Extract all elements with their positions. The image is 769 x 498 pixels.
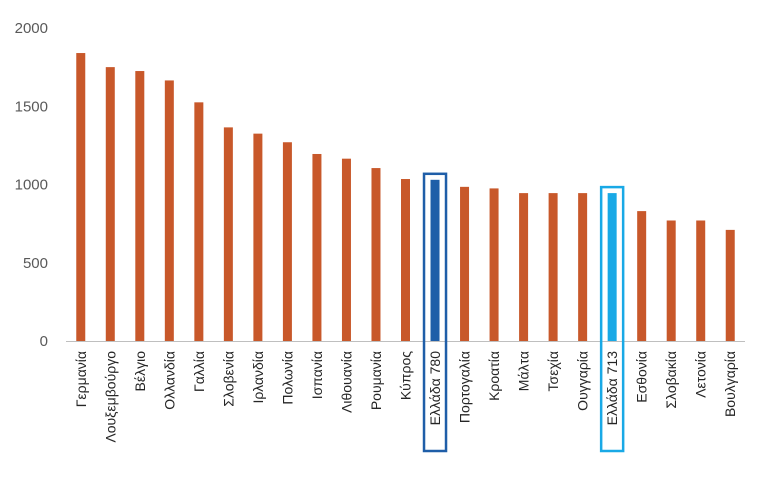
bar — [578, 193, 588, 341]
bar — [312, 153, 322, 341]
bar — [135, 71, 145, 341]
bar — [460, 186, 470, 341]
x-tick-label: Γερμανία — [73, 351, 89, 407]
x-tick-label: Πολωνία — [279, 351, 295, 405]
x-tick-label: Κροατία — [486, 351, 502, 401]
x-tick-label: Τσεχία — [545, 351, 561, 391]
bar — [282, 142, 292, 341]
x-tick-label: Ουγγαρία — [575, 351, 591, 411]
y-tick-label: 2000 — [15, 20, 48, 37]
bar — [519, 193, 529, 341]
x-tick-label: Ισπανία — [309, 351, 325, 399]
x-tick-label: Ελλάδα 780 — [427, 351, 443, 426]
x-tick-label: Κύπρος — [398, 351, 414, 400]
bar — [164, 80, 174, 342]
x-tick-label: Λετονία — [693, 351, 709, 398]
bar — [401, 179, 410, 341]
x-tick-label: Βουλγαρία — [722, 351, 738, 417]
bar — [341, 158, 351, 341]
bar — [696, 220, 706, 341]
bar — [725, 229, 735, 341]
x-tick-label: Βέλγιο — [132, 351, 148, 392]
bar — [105, 67, 115, 341]
bar — [371, 168, 381, 341]
bar — [76, 53, 86, 341]
y-tick-label: 1500 — [15, 98, 48, 115]
x-tick-label: Ιρλανδία — [250, 351, 266, 403]
x-tick-label: Μάλτα — [516, 351, 532, 391]
x-tick-label: Γαλλία — [191, 351, 207, 392]
x-tick-label: Πορτογαλία — [457, 351, 473, 423]
highlight-box — [422, 172, 448, 453]
bar — [548, 193, 558, 341]
bar — [253, 133, 263, 341]
x-tick-label: Σλοβενία — [220, 351, 236, 407]
bar — [607, 193, 617, 341]
x-tick-label: Σλοβακία — [663, 351, 679, 409]
bar — [194, 102, 204, 342]
bar — [223, 127, 233, 341]
bar — [666, 220, 676, 341]
y-tick-label: 0 — [40, 333, 48, 350]
x-tick-label: Εσθονία — [634, 351, 650, 403]
x-tick-label: Λιθουανία — [338, 351, 354, 413]
x-tick-label: Ελλάδα 713 — [604, 351, 620, 426]
highlight-box — [599, 185, 625, 453]
x-tick-label: Λουξεμβούργο — [102, 351, 118, 443]
x-tick-label: Ρουμανία — [368, 351, 384, 410]
y-tick-label: 500 — [23, 255, 48, 272]
x-tick-label: Ολλανδία — [161, 351, 177, 410]
bar — [489, 188, 499, 341]
bar — [430, 179, 440, 341]
y-tick-label: 1000 — [15, 177, 48, 194]
bar — [637, 211, 647, 341]
